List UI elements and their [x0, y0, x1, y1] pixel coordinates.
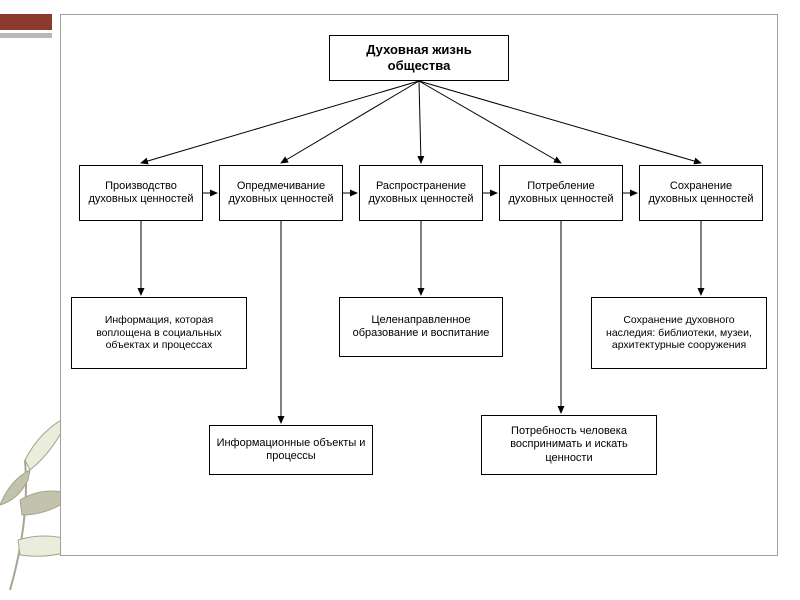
- node-label: Производство духовных ценностей: [86, 180, 196, 206]
- node-d5: Сохранение духовного наследия: библиотек…: [591, 297, 767, 369]
- node-root: Духовная жизнь общества: [329, 35, 509, 81]
- node-label: Сохранение духовных ценностей: [646, 180, 756, 206]
- node-d1: Информация, которая воплощена в социальн…: [71, 297, 247, 369]
- arrows-layer: [61, 15, 777, 555]
- node-d4: Потребность человека воспринимать и иска…: [481, 415, 657, 475]
- node-n1: Производство духовных ценностей: [79, 165, 203, 221]
- node-d3: Целенаправленное образование и воспитани…: [339, 297, 503, 357]
- sub-stripe: [0, 33, 52, 38]
- node-label: Распространение духовных ценностей: [366, 180, 476, 206]
- node-d2: Информационные объекты и процессы: [209, 425, 373, 475]
- accent-stripe: [0, 14, 52, 30]
- node-label: Потребность человека воспринимать и иска…: [488, 425, 650, 465]
- node-label: Опредмечивание духовных ценностей: [226, 180, 336, 206]
- node-label: Информационные объекты и процессы: [216, 437, 366, 463]
- node-label: Информация, которая воплощена в социальн…: [78, 314, 240, 352]
- node-n2: Опредмечивание духовных ценностей: [219, 165, 343, 221]
- node-n4: Потребление духовных ценностей: [499, 165, 623, 221]
- node-n3: Распространение духовных ценностей: [359, 165, 483, 221]
- node-label: Целенаправленное образование и воспитани…: [346, 314, 496, 340]
- diagram-frame: Духовная жизнь общества Производство дух…: [60, 14, 778, 556]
- node-root-label: Духовная жизнь общества: [336, 42, 502, 73]
- node-n5: Сохранение духовных ценностей: [639, 165, 763, 221]
- node-label: Сохранение духовного наследия: библиотек…: [598, 314, 760, 352]
- node-label: Потребление духовных ценностей: [506, 180, 616, 206]
